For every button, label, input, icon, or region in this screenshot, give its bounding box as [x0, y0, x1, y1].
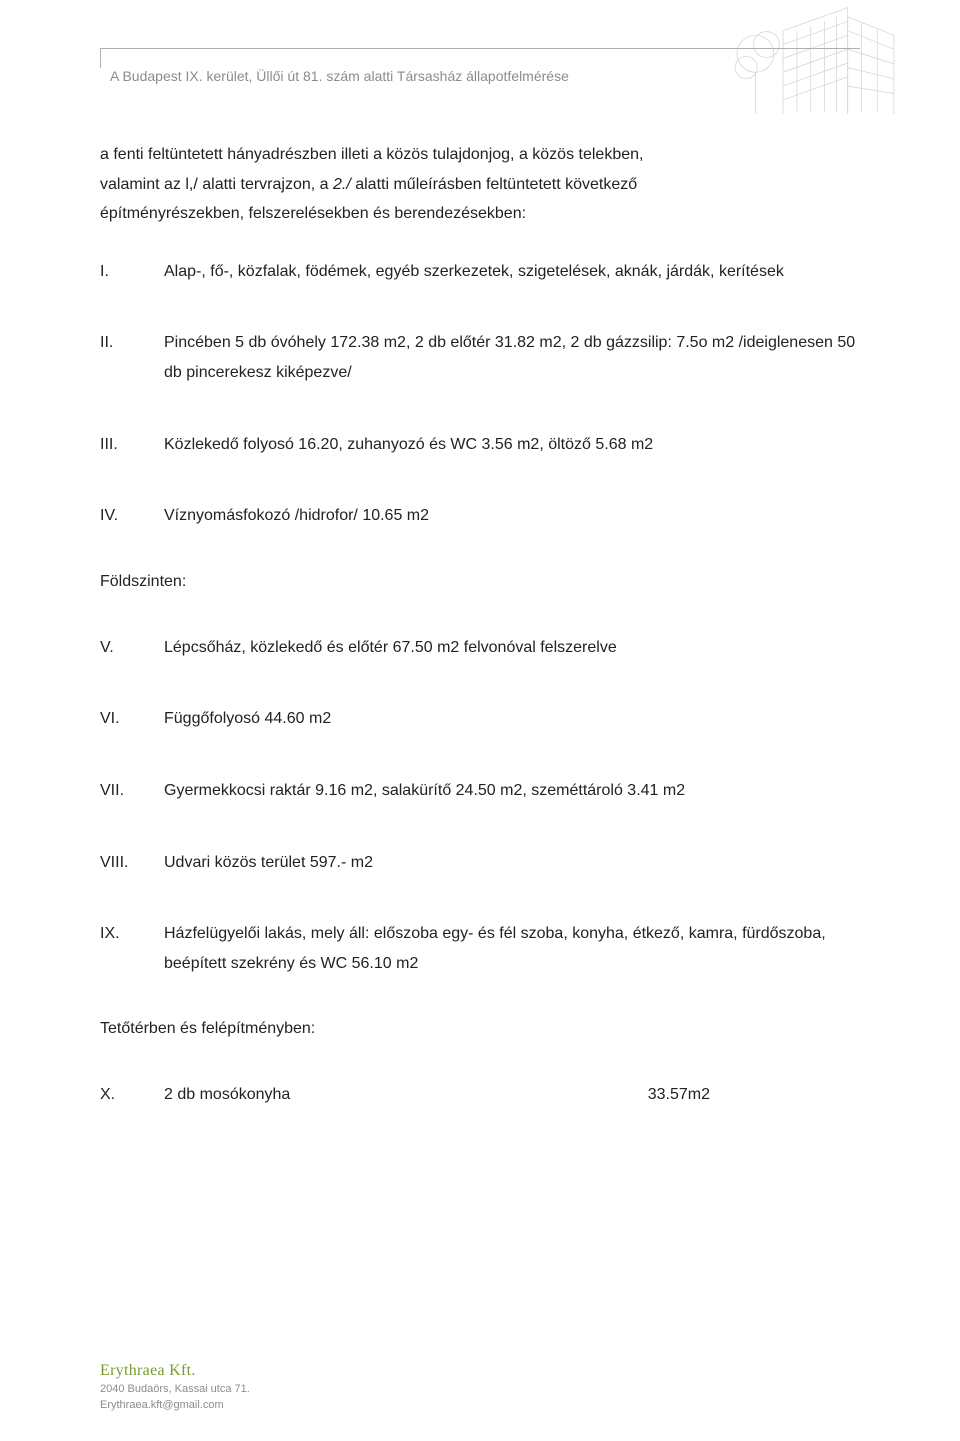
list-item: I. Alap-, fő-, közfalak, födémek, egyéb …: [100, 257, 860, 287]
list-item-num: X.: [100, 1080, 164, 1110]
intro-line-3: építményrészekben, felszerelésekben és b…: [100, 205, 526, 222]
list-item: VII. Gyermekkocsi raktár 9.16 m2, salakü…: [100, 776, 860, 806]
list-item: VI. Függőfolyosó 44.60 m2: [100, 704, 860, 734]
list-item-num: V.: [100, 633, 164, 663]
list-item: X. 2 db mosókonyha 33.57m2: [100, 1080, 860, 1110]
header-building-sketch-icon: [725, 3, 915, 123]
list-item: III. Közlekedő folyosó 16.20, zuhanyozó …: [100, 430, 860, 460]
footer-address: 2040 Budaörs, Kassai utca 71.: [100, 1382, 250, 1397]
list-roman-1: I. Alap-, fő-, közfalak, födémek, egyéb …: [100, 257, 860, 531]
list-item: IV. Víznyomásfokozó /hidrofor/ 10.65 m2: [100, 501, 860, 531]
list-item-right: 33.57m2: [648, 1080, 860, 1110]
list-item-text: Függőfolyosó 44.60 m2: [164, 704, 860, 734]
list-item: IX. Házfelügyelői lakás, mely áll: elősz…: [100, 919, 860, 978]
list-item-num: VIII.: [100, 848, 164, 878]
intro-line-2a: valamint az l,/ alatti tervrajzon, a: [100, 176, 333, 193]
list-item-num: VI.: [100, 704, 164, 734]
list-item-text: Közlekedő folyosó 16.20, zuhanyozó és WC…: [164, 430, 860, 460]
intro-line-1: a fenti feltüntetett hányadrészben illet…: [100, 146, 643, 163]
header-rule-vertical: [100, 48, 101, 68]
section-label-ground-floor: Földszinten:: [100, 573, 860, 591]
list-item-text: Víznyomásfokozó /hidrofor/ 10.65 m2: [164, 501, 860, 531]
footer-company-name: Erythraea Kft.: [100, 1360, 250, 1382]
list-item-text-split: 2 db mosókonyha 33.57m2: [164, 1080, 860, 1110]
header-title: A Budapest IX. kerület, Üllői út 81. szá…: [110, 68, 569, 84]
list-item-text: Alap-, fő-, közfalak, födémek, egyéb sze…: [164, 257, 860, 287]
list-item: VIII. Udvari közös terület 597.- m2: [100, 848, 860, 878]
list-item: V. Lépcsőház, közlekedő és előtér 67.50 …: [100, 633, 860, 663]
list-item-text: Udvari közös terület 597.- m2: [164, 848, 860, 878]
list-item-num: VII.: [100, 776, 164, 806]
list-item-text: Pincében 5 db óvóhely 172.38 m2, 2 db el…: [164, 328, 860, 387]
list-item-num: II.: [100, 328, 164, 387]
list-roman-3: X. 2 db mosókonyha 33.57m2: [100, 1080, 860, 1110]
footer: Erythraea Kft. 2040 Budaörs, Kassai utca…: [100, 1360, 250, 1413]
list-item-num: III.: [100, 430, 164, 460]
list-roman-2: V. Lépcsőház, közlekedő és előtér 67.50 …: [100, 633, 860, 979]
list-item-num: I.: [100, 257, 164, 287]
footer-email: Erythraea.kft@gmail.com: [100, 1398, 250, 1413]
intro-paragraph: a fenti feltüntetett hányadrészben illet…: [100, 140, 860, 229]
list-item-text: Lépcsőház, közlekedő és előtér 67.50 m2 …: [164, 633, 860, 663]
list-item-text: Gyermekkocsi raktár 9.16 m2, salakürítő …: [164, 776, 860, 806]
list-item-num: IV.: [100, 501, 164, 531]
document-page: A Budapest IX. kerület, Üllői út 81. szá…: [0, 0, 960, 1441]
list-item-left: 2 db mosókonyha: [164, 1080, 290, 1110]
intro-line-2c: alatti műleírásben feltüntetett következ…: [351, 176, 637, 193]
intro-line-2b-italic: 2./: [333, 176, 351, 193]
list-item-num: IX.: [100, 919, 164, 978]
list-item: II. Pincében 5 db óvóhely 172.38 m2, 2 d…: [100, 328, 860, 387]
section-label-attic: Tetőtérben és felépítményben:: [100, 1020, 860, 1038]
list-item-text: Házfelügyelői lakás, mely áll: előszoba …: [164, 919, 860, 978]
